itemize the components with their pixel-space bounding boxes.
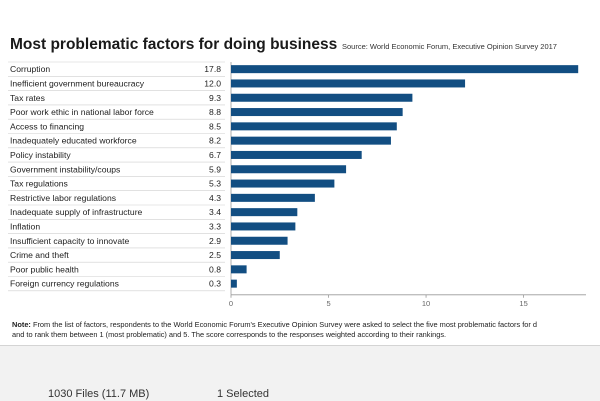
bar [231,165,347,174]
category-label: Inadequate supply of infrastructure [10,207,143,217]
category-label: Government instability/coups [10,164,120,174]
category-label: Tax rates [10,93,45,103]
category-label: Access to financing [10,121,84,131]
category-label: Foreign currency regulations [10,279,119,289]
x-tick-label: 5 [326,299,330,308]
chart-note: Note: From the list of factors, responde… [12,320,600,340]
bar [231,251,280,260]
category-label: Restrictive labor regulations [10,193,116,203]
category-label: Inadequately educated workforce [10,136,137,146]
value-label: 12.0 [204,78,221,88]
bar [231,65,579,74]
value-label: 8.8 [209,107,221,117]
category-label: Tax regulations [10,179,68,189]
value-label: 3.3 [209,221,221,231]
value-label: 2.5 [209,250,221,260]
value-label: 8.5 [209,121,221,131]
value-label: 2.9 [209,236,221,246]
value-label: 9.3 [209,93,221,103]
value-label: 6.7 [209,150,221,160]
category-label: Corruption [10,64,50,74]
chart-source: Source: World Economic Forum, Executive … [342,42,557,51]
bar [231,193,315,202]
x-tick-label: 15 [519,299,527,308]
note-label: Note: [12,320,31,329]
note-line-1: From the list of factors, respondents to… [32,320,538,329]
value-label: 3.4 [209,207,221,217]
value-label: 8.2 [209,136,221,146]
bar [231,236,288,245]
value-label: 0.3 [209,279,221,289]
category-label: Inflation [10,221,40,231]
value-label: 5.3 [209,179,221,189]
file-count-status: 1030 Files (11.7 MB) [48,388,150,400]
status-bar: 1030 Files (11.7 MB) 1 Selected [0,345,600,401]
bar [231,222,296,231]
value-label: 17.8 [204,64,221,74]
bar-chart: Corruption 17.8 Inefficient government bur… [8,61,586,308]
bar [231,108,403,117]
category-label: Poor public health [10,264,79,274]
category-label: Inefficient government bureaucracy [10,78,145,88]
bar [231,208,298,217]
category-label: Poor work ethic in national labor force [10,107,154,117]
selection-status: 1 Selected [217,388,269,400]
x-tick-label: 0 [229,299,233,308]
category-label: Crime and theft [10,250,69,260]
chart-title: Most problematic factors for doing busin… [10,36,338,53]
bar [231,179,335,188]
value-label: 5.9 [209,164,221,174]
value-label: 4.3 [209,193,221,203]
value-label: 0.8 [209,264,221,274]
category-label: Policy instability [10,150,71,160]
bar [231,122,397,131]
category-label: Insufficient capacity to innovate [10,236,129,246]
bar [231,136,391,145]
bar [231,93,413,102]
bar [231,265,247,274]
note-line-2: and to rank them between 1 (most problem… [12,330,447,339]
bar [231,150,362,159]
bar [231,279,237,288]
bar [231,79,466,88]
x-tick-label: 10 [422,299,430,308]
